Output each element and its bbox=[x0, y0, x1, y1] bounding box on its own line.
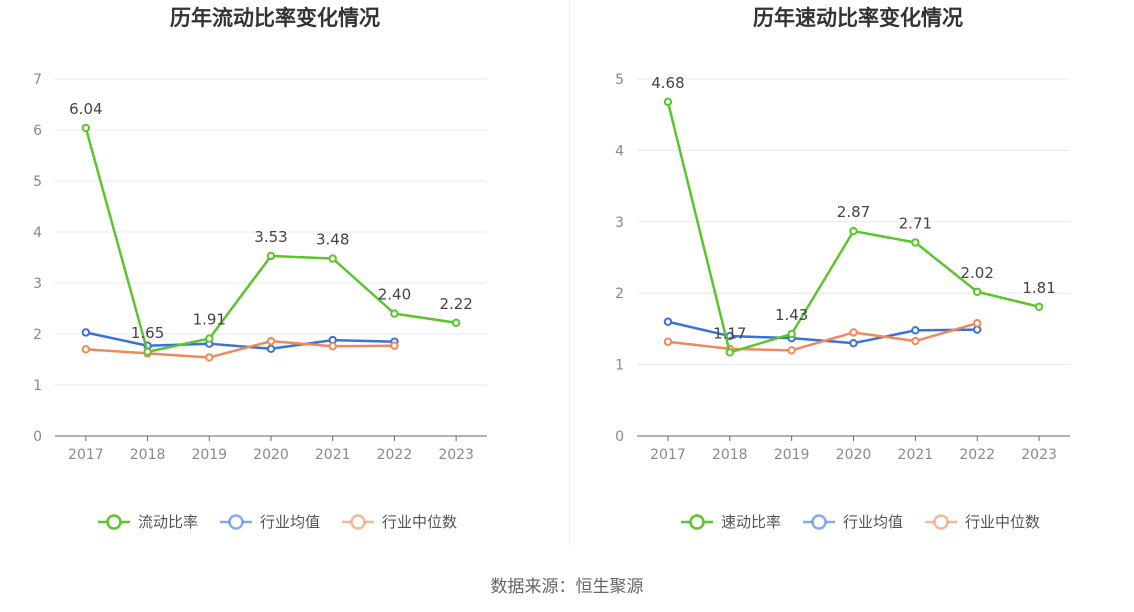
data-point-median bbox=[911, 336, 920, 346]
data-point-median bbox=[266, 336, 276, 346]
legend-label: 流动比率 bbox=[138, 513, 198, 531]
data-point-avg bbox=[849, 338, 858, 348]
legend-label: 行业中位数 bbox=[965, 513, 1040, 531]
y-tick-label: 2 bbox=[615, 286, 624, 302]
data-label: 2.87 bbox=[837, 203, 870, 221]
chart-1: 历年流动比率变化情况 0 1 2 3 4 5 6 7 2017 2018 2019 2020 2021 20… bbox=[33, 6, 487, 531]
y-tick-label: 2 bbox=[33, 327, 42, 343]
legend-label: 行业均值 bbox=[843, 513, 903, 531]
legend-item-avg: 行业均值 bbox=[803, 513, 903, 531]
data-point-median bbox=[663, 337, 673, 346]
y-tick-label: 1 bbox=[615, 358, 624, 374]
legend-marker bbox=[228, 514, 244, 530]
data-point-main bbox=[849, 226, 858, 236]
legend-marker bbox=[106, 514, 122, 530]
x-tick-label: 2023 bbox=[438, 447, 474, 463]
legend-item-median: 行业中位数 bbox=[342, 513, 457, 531]
x-tick-label: 2020 bbox=[836, 447, 872, 463]
data-point-main bbox=[1034, 302, 1044, 311]
data-point-main bbox=[725, 348, 734, 357]
series-line-avg bbox=[85, 331, 395, 351]
x-tick-label: 2021 bbox=[898, 447, 934, 463]
x-tick-label: 2021 bbox=[315, 447, 351, 463]
data-label: 2.22 bbox=[439, 295, 472, 313]
data-label: 1.17 bbox=[713, 324, 746, 342]
y-tick-label: 5 bbox=[615, 72, 624, 88]
x-tick-label: 2019 bbox=[191, 447, 227, 463]
data-label: 3.48 bbox=[316, 231, 349, 249]
data-label: 2.02 bbox=[961, 264, 994, 282]
data-point-main bbox=[390, 309, 399, 318]
chart-2: 历年速动比率变化情况 0 1 2 3 4 5 2017 2018 2019 2020 2021 2022… bbox=[615, 6, 1070, 531]
legend-marker bbox=[811, 514, 827, 530]
data-point-median bbox=[973, 318, 982, 328]
data-label: 2.71 bbox=[899, 215, 932, 233]
data-point-avg bbox=[81, 328, 91, 337]
chart-divider bbox=[569, 0, 570, 545]
legend-item-median: 行业中位数 bbox=[925, 513, 1040, 531]
x-tick-label: 2018 bbox=[130, 447, 166, 463]
data-point-main bbox=[911, 238, 920, 247]
data-point-main bbox=[787, 329, 796, 339]
data-point-median bbox=[205, 353, 214, 362]
data-label: 4.68 bbox=[651, 74, 684, 92]
y-tick-label: 6 bbox=[33, 123, 42, 139]
data-label: 6.04 bbox=[69, 100, 102, 118]
data-point-main bbox=[143, 347, 152, 357]
data-point-median bbox=[390, 341, 399, 350]
chart-title: 历年速动比率变化情况 bbox=[753, 6, 963, 30]
x-tick-label: 2017 bbox=[68, 447, 104, 463]
y-tick-label: 3 bbox=[615, 215, 624, 231]
x-tick-label: 2018 bbox=[712, 447, 748, 463]
legend-marker bbox=[933, 514, 949, 530]
y-tick-label: 4 bbox=[615, 143, 624, 159]
data-point-main bbox=[663, 97, 673, 107]
y-tick-label: 0 bbox=[615, 429, 624, 445]
x-tick-label: 2020 bbox=[253, 447, 289, 463]
x-tick-label: 2017 bbox=[650, 447, 686, 463]
data-label: 3.53 bbox=[254, 228, 287, 246]
x-tick-label: 2022 bbox=[959, 447, 995, 463]
x-tick-label: 2023 bbox=[1021, 447, 1057, 463]
y-tick-label: 4 bbox=[33, 225, 42, 241]
x-tick-label: 2019 bbox=[774, 447, 810, 463]
y-tick-label: 1 bbox=[33, 378, 42, 394]
data-label: 1.91 bbox=[193, 311, 226, 329]
data-point-main bbox=[266, 251, 276, 261]
legend-item-avg: 行业均值 bbox=[220, 513, 320, 531]
legend-marker bbox=[350, 514, 366, 530]
legend-label: 行业均值 bbox=[260, 513, 320, 531]
series-line-median bbox=[85, 339, 395, 359]
series-line-median bbox=[667, 321, 978, 352]
data-label: 1.65 bbox=[131, 324, 164, 342]
data-label: 1.81 bbox=[1022, 279, 1055, 297]
data-point-avg bbox=[911, 326, 920, 335]
data-point-median bbox=[787, 346, 796, 355]
data-point-avg bbox=[663, 317, 673, 326]
legend-item-main: 流动比率 bbox=[98, 513, 198, 531]
data-point-main bbox=[205, 334, 214, 343]
y-tick-label: 3 bbox=[33, 276, 42, 292]
data-point-main bbox=[328, 254, 337, 263]
data-point-main bbox=[81, 123, 91, 133]
data-source-note: 数据来源：恒生聚源 bbox=[490, 577, 644, 597]
legend-label: 速动比率 bbox=[721, 513, 781, 531]
data-label: 1.43 bbox=[775, 306, 808, 324]
data-point-median bbox=[81, 345, 91, 354]
data-point-median bbox=[849, 328, 858, 337]
legend-item-main: 速动比率 bbox=[681, 513, 781, 531]
data-label: 2.40 bbox=[378, 286, 411, 304]
data-point-main bbox=[973, 287, 982, 296]
x-tick-label: 2022 bbox=[377, 447, 413, 463]
data-point-avg bbox=[266, 344, 276, 353]
data-point-main bbox=[451, 318, 461, 327]
legend-label: 行业中位数 bbox=[382, 513, 457, 531]
y-tick-label: 0 bbox=[33, 429, 42, 445]
y-tick-label: 7 bbox=[33, 72, 42, 88]
legend-marker bbox=[689, 514, 705, 530]
chart-title: 历年流动比率变化情况 bbox=[170, 6, 380, 30]
y-tick-label: 5 bbox=[33, 174, 42, 190]
data-point-median bbox=[328, 342, 337, 351]
